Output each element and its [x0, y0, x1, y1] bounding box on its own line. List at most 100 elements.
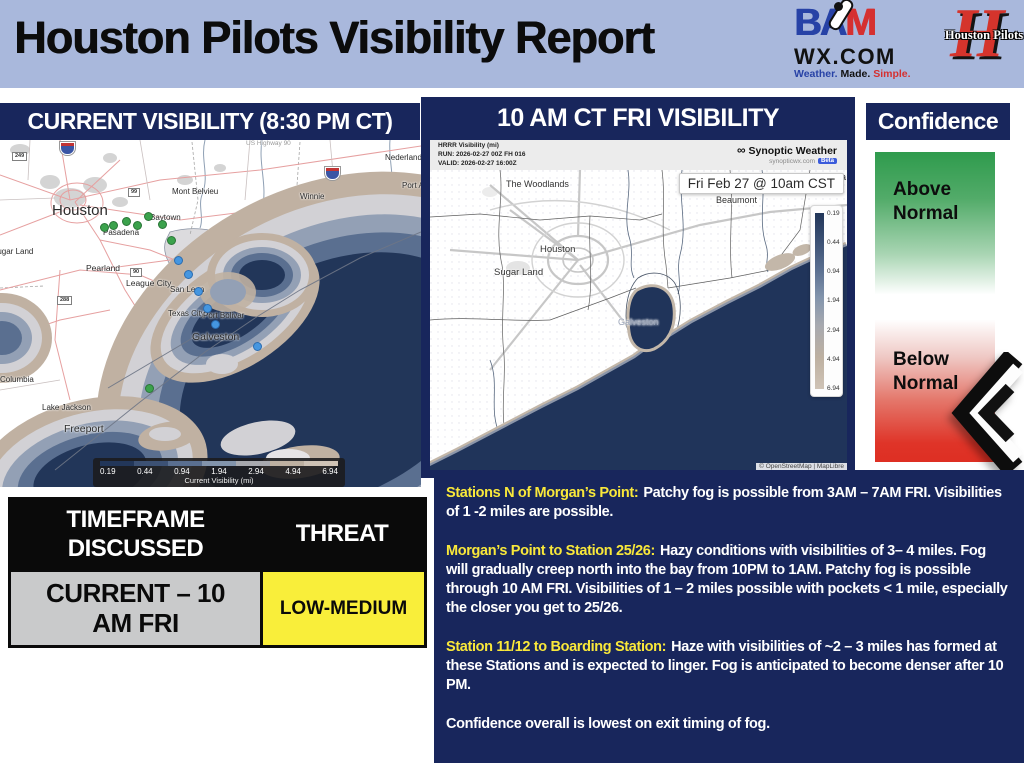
- station-marker-dot[interactable]: [194, 287, 203, 296]
- colorbar-tick-value: 6.94: [827, 384, 840, 392]
- map-city-label: Sugar Land: [494, 267, 544, 278]
- forecast-map[interactable]: HRRR Visibility (mi) RUN: 2026-02-27 00Z…: [430, 140, 847, 470]
- legend-tick-value: 4.94: [285, 467, 301, 476]
- colorbar-ticks: 0.19 0.44 0.94 1.94 2.94 4.94 6.94: [827, 210, 840, 392]
- map-city-label: Columbia: [0, 375, 34, 384]
- below-normal-label: Below Normal: [893, 349, 959, 394]
- station-marker-dot[interactable]: [203, 304, 212, 313]
- colorbar-tick-value: 0.94: [827, 268, 840, 276]
- forecast-map-area[interactable]: The Woodlands Beaumont Houston Sugar Lan…: [430, 169, 847, 470]
- route-shield-icon: 99: [128, 188, 141, 197]
- bamwx-tagline: Weather. Made. Simple.: [794, 68, 911, 80]
- page-title: Houston Pilots Visibility Report: [14, 12, 655, 63]
- forecast-title: 10 AM CT FRI VISIBILITY: [496, 104, 780, 132]
- discussion-body: Hazy conditions with visibilities of 3– …: [446, 543, 1008, 616]
- bamwx-domain: WX.COM: [794, 44, 896, 69]
- station-marker-dot[interactable]: [144, 212, 153, 221]
- route-shield-icon: 249: [12, 152, 28, 161]
- model-info-strip: HRRR Visibility (mi) RUN: 2026-02-27 00Z…: [430, 140, 847, 171]
- forecast-map-labels: The Woodlands Beaumont Houston Sugar Lan…: [430, 170, 847, 470]
- confidence-pointer-arrow-icon: [951, 352, 1023, 474]
- legend-color-segment: [134, 461, 168, 466]
- map-city-label: Galveston: [192, 331, 240, 343]
- map-city-label: Port Bolivar: [203, 311, 245, 320]
- bamwx-logo: BAM WX.COM Weather. Made. Simple.: [788, 0, 940, 84]
- legend-title: Current Visibility (mi): [184, 476, 254, 485]
- map-city-label: The Woodlands: [506, 179, 569, 189]
- legend-tick-value: 0.19: [100, 467, 116, 476]
- legend-tick-value: 6.94: [322, 467, 338, 476]
- map-city-label: Galveston: [618, 317, 659, 327]
- station-markers: [0, 140, 421, 487]
- legend-tick-value: 0.94: [174, 467, 190, 476]
- discussion-heading: Stations N of Morgan’s Point:: [446, 485, 639, 501]
- confidence-title: Confidence: [877, 108, 999, 134]
- discussion-paragraph: Morgan’s Point to Station 25/26: Hazy con…: [446, 542, 1010, 618]
- legend-tick-value: 1.94: [211, 467, 227, 476]
- legend-color-strip: [100, 461, 338, 466]
- forecast-panel: 10 AM CT FRI VISIBILITY HRRR Visibility …: [421, 97, 855, 478]
- legend-color-segment: [168, 461, 202, 466]
- pilots-h-monogram: H: [950, 0, 1005, 72]
- legend-color-segment: [100, 461, 134, 466]
- station-marker-dot[interactable]: [145, 384, 154, 393]
- discussion-paragraph: Station 11/12 to Boarding Station: Haze w…: [446, 638, 1010, 695]
- brand-site[interactable]: synopticwx.com: [769, 158, 815, 165]
- map-city-label: Nederland: [385, 153, 421, 162]
- legend-tick-value: 0.44: [137, 467, 153, 476]
- current-visibility-map[interactable]: Houston Pasadena Baytown Mont Belvieu Ne…: [0, 140, 421, 487]
- threat-header-cell: THREAT: [260, 500, 424, 569]
- station-marker-dot[interactable]: [122, 217, 131, 226]
- station-marker-dot[interactable]: [100, 223, 109, 232]
- colorbar-tick-value: 0.44: [827, 239, 840, 247]
- map-city-label: Houston: [540, 244, 576, 255]
- legend-color-segment: [270, 461, 304, 466]
- discussion-body: Confidence overall is lowest on exit tim…: [446, 716, 770, 732]
- brand-name: Synoptic Weather: [748, 145, 838, 157]
- forecast-map-canvas[interactable]: [430, 169, 847, 470]
- baseball-bat-knob-icon: [834, 2, 843, 11]
- current-visibility-titlebar: CURRENT VISIBILITY (8:30 PM CT): [0, 103, 420, 140]
- above-normal-label: Above Normal: [893, 179, 959, 224]
- interstate-shield-icon: [325, 167, 340, 180]
- map-city-label: Baytown: [150, 213, 181, 222]
- station-marker-dot[interactable]: [167, 236, 176, 245]
- station-marker-dot[interactable]: [253, 342, 262, 351]
- threat-value-cell: LOW-MEDIUM: [260, 569, 424, 645]
- current-visibility-title: CURRENT VISIBILITY (8:30 PM CT): [27, 108, 393, 134]
- map-city-label: Freeport: [64, 423, 104, 435]
- station-marker-dot[interactable]: [158, 220, 167, 229]
- current-map-labels: Houston Pasadena Baytown Mont Belvieu Ne…: [0, 140, 421, 487]
- map-city-label: Pearland: [86, 263, 121, 273]
- current-visibility-legend: 0.19 0.44 0.94 1.94 2.94 4.94 6.94 Current Vis…: [93, 458, 345, 487]
- station-marker-dot[interactable]: [133, 221, 142, 230]
- tagline-weather: Weather.: [794, 68, 838, 80]
- legend-tick-value: 2.94: [248, 467, 264, 476]
- tagline-simple: Simple.: [873, 68, 911, 80]
- map-city-label: Mont Belvieu: [172, 187, 219, 196]
- map-city-label: Pasadena: [103, 228, 140, 237]
- map-city-label: US Highway 90: [246, 140, 291, 147]
- timeframe-value-cell: CURRENT – 10 AM FRI: [11, 569, 260, 645]
- station-marker-dot[interactable]: [211, 320, 220, 329]
- colorbar-tick-value: 4.94: [827, 355, 840, 363]
- confidence-titlebar: Confidence: [866, 103, 1010, 140]
- map-city-label: Texas City: [168, 309, 205, 318]
- station-marker-dot[interactable]: [174, 256, 183, 265]
- houston-pilots-logo: H Houston Pilots: [942, 0, 1024, 86]
- discussion-block: Stations N of Morgan’s Point: Patchy fog …: [434, 470, 1024, 763]
- model-run-info: HRRR Visibility (mi) RUN: 2026-02-27 00Z…: [438, 142, 526, 167]
- beta-badge: Beta: [817, 158, 837, 164]
- legend-color-segment: [304, 461, 338, 466]
- map-city-label: Sugar Land: [0, 247, 34, 256]
- station-marker-dot[interactable]: [184, 270, 193, 279]
- discussion-paragraph: Stations N of Morgan’s Point: Patchy fog …: [446, 484, 1010, 522]
- colorbar-gradient: [815, 213, 824, 389]
- legend-ticks: 0.19 0.44 0.94 1.94 2.94 4.94 6.94: [100, 467, 338, 476]
- map-city-label: Port Arthur: [402, 181, 421, 190]
- station-marker-dot[interactable]: [109, 221, 118, 230]
- map-attribution[interactable]: © OpenStreetMap | MapLibre: [756, 463, 847, 470]
- map-city-label: League City: [126, 278, 172, 288]
- interstate-shields: [0, 140, 421, 487]
